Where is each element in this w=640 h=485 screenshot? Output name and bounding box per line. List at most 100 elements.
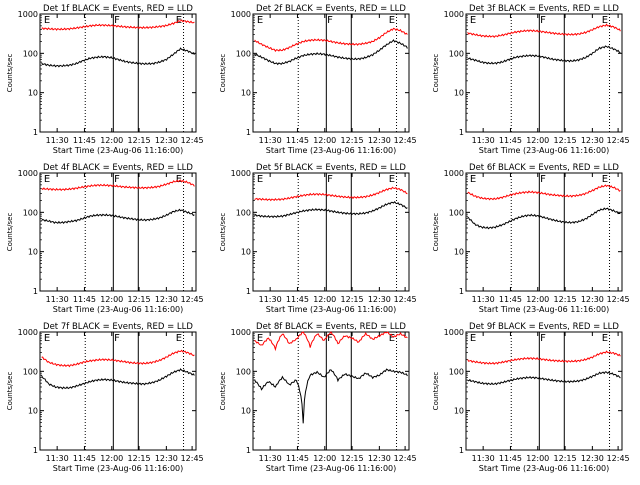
x-tick-label: 11:45	[73, 136, 96, 145]
y-tick-label: 100	[449, 367, 464, 376]
panel-det-2: Det 2f BLACK = Events, RED = LLD 1 10 100 10…	[219, 4, 417, 155]
plot-frame	[252, 172, 410, 292]
x-tick-label: 12:15	[341, 454, 364, 463]
series-black-events	[467, 371, 621, 386]
y-tick-label: 1000	[18, 10, 38, 19]
y-tick-label: 1	[459, 287, 464, 296]
x-tick-label: 11:45	[286, 136, 309, 145]
x-tick-label: 11:30	[46, 136, 69, 145]
time-marker-f: F	[114, 174, 120, 185]
time-marker-e: E	[389, 174, 395, 185]
y-tick-label: 1	[33, 287, 38, 296]
x-tick-label: 12:30	[368, 454, 391, 463]
x-tick-label: 12:45	[607, 454, 630, 463]
x-tick-label: 11:30	[472, 295, 495, 304]
x-tick-label: 12:45	[394, 454, 417, 463]
time-marker-e: E	[602, 174, 608, 185]
time-marker-f: F	[540, 15, 546, 26]
x-tick-label: 12:30	[155, 295, 178, 304]
y-tick-label: 1000	[231, 328, 251, 337]
x-tick-label: 11:45	[73, 454, 96, 463]
series-red-lld	[254, 186, 408, 202]
x-tick-label: 11:45	[499, 136, 522, 145]
series-black-events	[254, 368, 408, 424]
y-tick-label: 100	[23, 367, 38, 376]
time-marker-e: E	[602, 333, 608, 344]
x-tick-label: 11:30	[259, 454, 282, 463]
panel-title: Det 4f BLACK = Events, RED = LLD	[43, 163, 193, 173]
plot-frame	[39, 13, 197, 133]
x-tick-label: 11:30	[472, 454, 495, 463]
time-marker-e: E	[602, 15, 608, 26]
plot-frame	[465, 172, 623, 292]
time-marker-f: F	[540, 333, 546, 344]
x-tick-label: 12:45	[394, 295, 417, 304]
y-tick-label: 100	[23, 49, 38, 58]
x-tick-label: 12:15	[128, 454, 151, 463]
y-tick-label: 1	[246, 128, 251, 137]
y-tick-label: 100	[236, 208, 251, 217]
x-axis-label: Start Time (23-Aug-06 11:16:00)	[53, 146, 184, 155]
series-black-events	[41, 368, 195, 390]
series-red-lld	[41, 19, 195, 31]
panel-det-7: Det 7f BLACK = Events, RED = LLD 1 10 100 10…	[6, 322, 204, 473]
y-tick-label: 10	[454, 89, 464, 98]
x-tick-label: 11:45	[499, 295, 522, 304]
y-tick-label: 100	[236, 367, 251, 376]
x-tick-label: 12:00	[100, 136, 123, 145]
series-red-lld	[41, 349, 195, 368]
y-tick-label: 100	[449, 49, 464, 58]
time-marker-e: E	[176, 333, 182, 344]
y-axis-label: Counts/sec	[6, 213, 14, 252]
series-black-events	[254, 39, 408, 66]
y-axis-label: Counts/sec	[6, 372, 14, 411]
x-tick-label: 11:45	[499, 454, 522, 463]
x-tick-label: 11:45	[286, 295, 309, 304]
y-tick-label: 10	[28, 248, 38, 257]
x-tick-label: 11:30	[259, 136, 282, 145]
x-axis-label: Start Time (23-Aug-06 11:16:00)	[479, 305, 610, 314]
time-marker-f: F	[327, 15, 333, 26]
panel-title: Det 6f BLACK = Events, RED = LLD	[469, 163, 619, 173]
x-axis-label: Start Time (23-Aug-06 11:16:00)	[266, 305, 397, 314]
x-tick-label: 12:30	[581, 295, 604, 304]
x-axis-label: Start Time (23-Aug-06 11:16:00)	[266, 146, 397, 155]
x-tick-label: 12:00	[526, 136, 549, 145]
x-tick-label: 12:00	[526, 295, 549, 304]
x-tick-label: 11:30	[472, 136, 495, 145]
plot-frame	[39, 331, 197, 451]
time-marker-f: F	[327, 333, 333, 344]
plot-frame	[465, 13, 623, 133]
time-marker-f: F	[327, 174, 333, 185]
panel-det-9: Det 9f BLACK = Events, RED = LLD 1 10 100 10…	[432, 322, 630, 473]
x-axis-label: Start Time (23-Aug-06 11:16:00)	[53, 305, 184, 314]
time-marker-e: E	[389, 333, 395, 344]
time-marker-f: F	[114, 15, 120, 26]
y-tick-label: 10	[454, 407, 464, 416]
panel-title: Det 9f BLACK = Events, RED = LLD	[469, 322, 619, 332]
panel-title: Det 3f BLACK = Events, RED = LLD	[469, 4, 619, 14]
y-tick-label: 1000	[231, 169, 251, 178]
y-tick-label: 1	[246, 287, 251, 296]
y-tick-label: 1000	[18, 169, 38, 178]
plot-frame	[465, 331, 623, 451]
time-marker-f: F	[114, 333, 120, 344]
y-tick-label: 1	[246, 446, 251, 455]
x-tick-label: 12:45	[181, 454, 204, 463]
time-marker-e: E	[257, 15, 263, 26]
y-tick-label: 10	[241, 248, 251, 257]
y-axis-label: Counts/sec	[432, 372, 440, 411]
time-marker-e: E	[176, 174, 182, 185]
x-tick-label: 12:30	[581, 454, 604, 463]
x-tick-label: 12:30	[155, 136, 178, 145]
series-red-lld	[467, 23, 621, 38]
x-tick-label: 12:00	[313, 136, 336, 145]
x-tick-label: 11:30	[46, 454, 69, 463]
x-tick-label: 12:45	[607, 295, 630, 304]
panel-det-5: Det 5f BLACK = Events, RED = LLD 1 10 100 10…	[219, 163, 417, 314]
panel-title: Det 7f BLACK = Events, RED = LLD	[43, 322, 193, 332]
panel-title: Det 2f BLACK = Events, RED = LLD	[256, 4, 406, 14]
x-axis-label: Start Time (23-Aug-06 11:16:00)	[479, 146, 610, 155]
x-tick-label: 12:30	[155, 454, 178, 463]
y-tick-label: 10	[28, 407, 38, 416]
